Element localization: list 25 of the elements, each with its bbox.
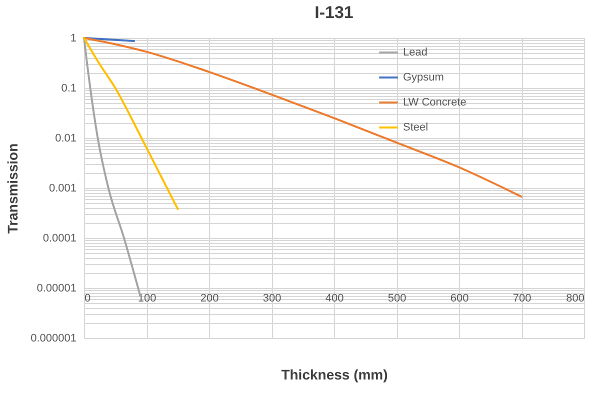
legend-label: Gypsum (403, 72, 444, 84)
y-tick-label: 0.001 (48, 182, 76, 194)
x-tick-label: 800 (566, 292, 584, 304)
x-tick-label: 700 (512, 292, 532, 304)
line-series (83, 37, 179, 210)
x-tick-label: 600 (450, 292, 469, 304)
y-axis-title: Transmission (4, 143, 21, 234)
chart-title: I-131 (314, 3, 354, 22)
legend-label: Steel (403, 122, 428, 134)
x-tick-label: 300 (262, 292, 282, 304)
x-tick-label: 400 (325, 292, 344, 304)
x-tick-label: 0 (84, 292, 91, 304)
y-tick-label: 0.01 (55, 132, 76, 144)
x-tick-label: 500 (388, 292, 406, 304)
y-tick-label: 1 (70, 32, 76, 44)
x-axis-title: Thickness (mm) (281, 366, 388, 382)
y-tick-label: 0.00001 (36, 282, 76, 294)
x-tick-label: 200 (200, 292, 219, 304)
y-tick-label: 0.0001 (42, 232, 76, 244)
x-tick-label: 100 (138, 292, 156, 304)
line-series (83, 37, 522, 198)
legend-label: Lead (403, 46, 428, 58)
y-tick-label: 0.1 (61, 82, 76, 94)
y-tick-label: 0.000001 (30, 332, 76, 344)
legend-label: LW Concrete (403, 96, 466, 108)
